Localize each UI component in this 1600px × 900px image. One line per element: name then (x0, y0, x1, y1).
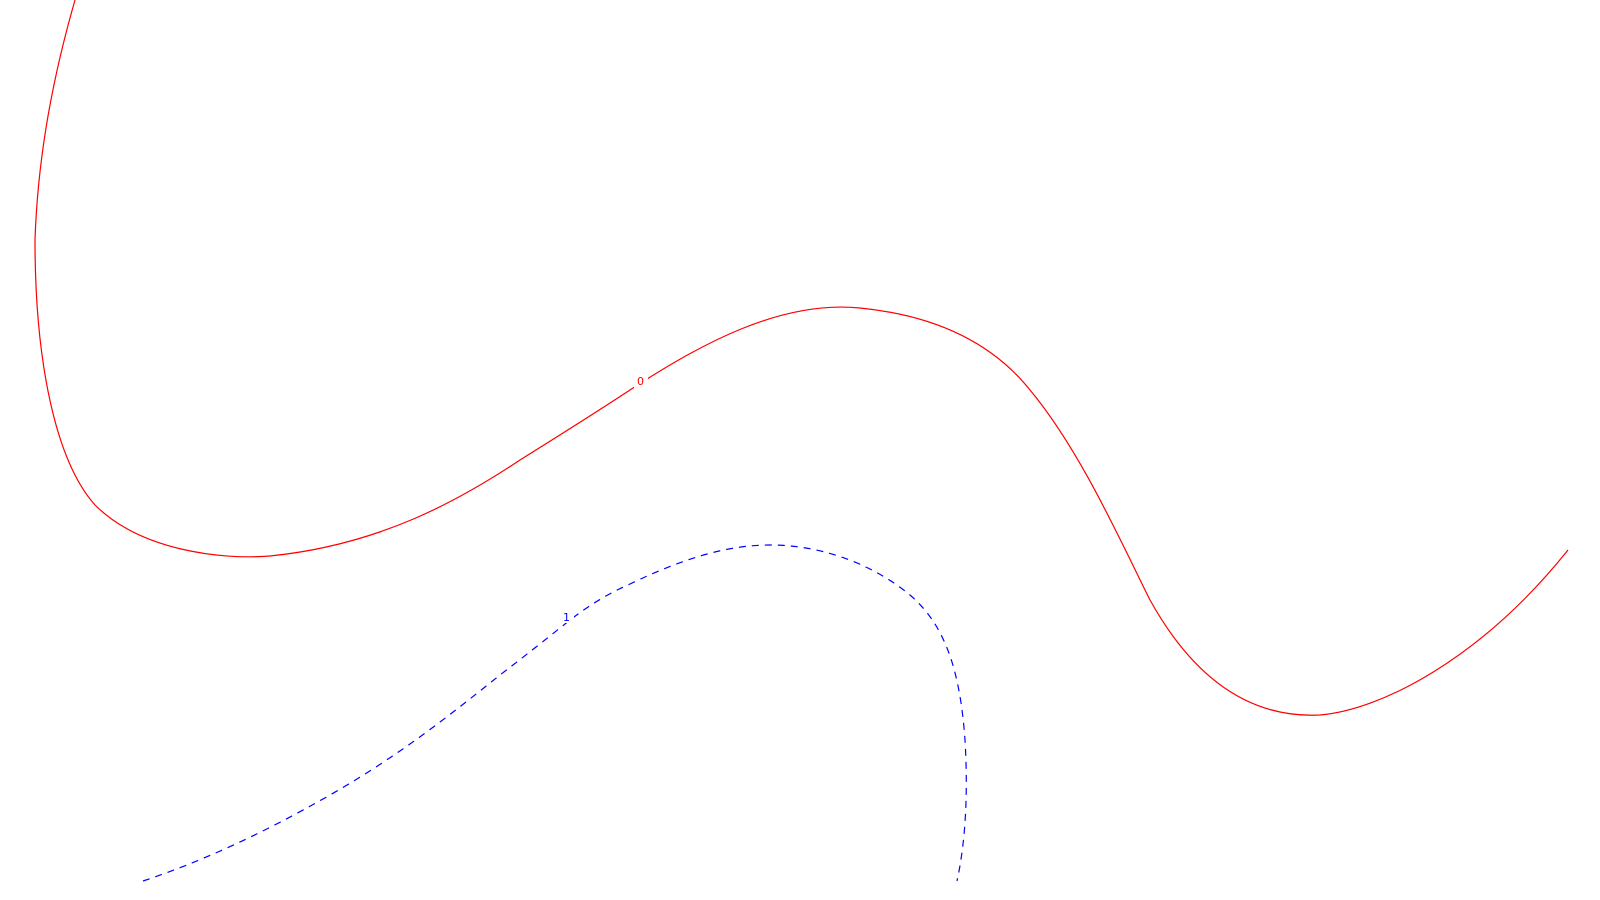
contour-label-level-0: 0 (637, 375, 644, 388)
contour-line-level-0 (34, 0, 1569, 716)
contour-label-bg-level-0 (634, 374, 648, 388)
contour-label-level-1: 1 (563, 611, 570, 624)
contour-label-bg-level-1 (560, 609, 574, 623)
contour-line-level-1 (142, 544, 967, 882)
